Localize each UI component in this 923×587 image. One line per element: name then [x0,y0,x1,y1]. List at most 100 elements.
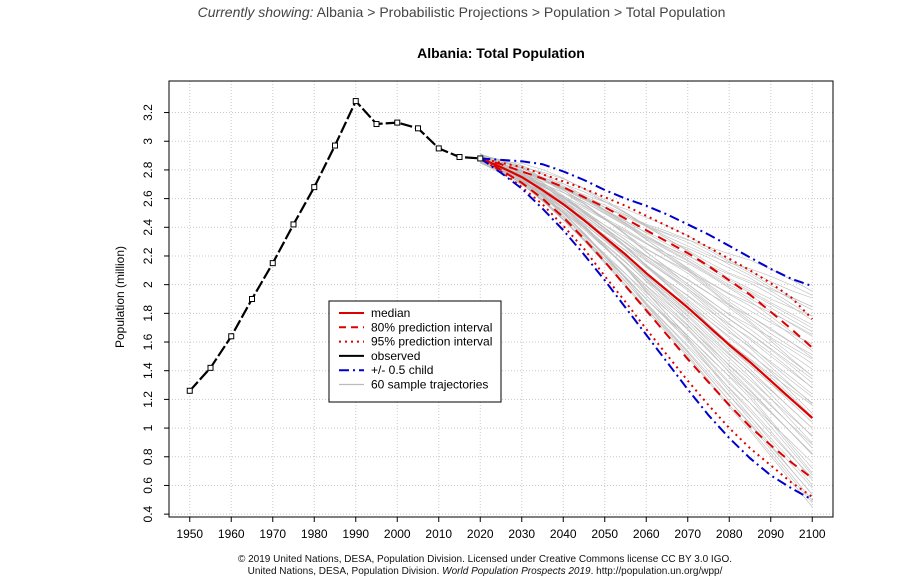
y-tick-label: 1 [141,424,155,431]
observed-series [186,98,484,394]
legend-label: +/- 0.5 child [371,363,433,377]
plot-frame [168,80,834,518]
x-tick-label: 2030 [508,527,535,541]
sample-trajectory-line [480,158,813,380]
y-tick-label: 3 [141,138,155,145]
y-tick-label: 0.4 [141,505,155,522]
chart-title: Albania: Total Population [417,45,585,61]
sample-trajectory-line [480,157,813,476]
sample-trajectory-line [480,157,813,377]
observed-point [290,221,297,228]
observed-point [207,364,214,371]
breadcrumb-item-country[interactable]: Albania [316,4,364,20]
series-line-5 [480,157,813,288]
x-tick-label: 2100 [799,527,826,541]
series-line-2 [479,157,813,480]
series-line-1 [480,157,813,349]
sample-trajectory-line [480,162,813,335]
series-line-6 [479,157,813,501]
sample-trajectory-line [480,161,813,406]
legend-label: 80% prediction interval [371,320,492,334]
breadcrumb-item-indicator[interactable]: Population [543,4,611,20]
x-tick-label: 2040 [550,527,577,541]
y-axis-label: Population (million) [113,246,127,348]
x-tick-label: 1960 [218,527,245,541]
observed-point [352,98,359,105]
y-tick-label: 1.6 [141,333,155,350]
breadcrumb-lead: Currently showing: [197,4,314,20]
legend-label: median [371,306,410,320]
sample-trajectory-line [480,154,813,311]
footer: © 2019 United Nations, DESA, Population … [0,554,923,578]
series-line-0 [479,157,814,419]
observed-point [269,260,276,267]
observed-point [186,387,193,394]
y-tick-label: 1.4 [141,362,155,379]
observed-point [415,125,421,132]
observed-point [435,145,442,152]
sample-trajectory-line [480,158,813,445]
observed-point [249,296,255,302]
breadcrumb-item-projections[interactable]: Probabilistic Projections [379,4,528,20]
breadcrumb-item-variable[interactable]: Total Population [625,4,726,20]
y-tick-label: 2 [141,281,155,288]
footer-publication-title: World Population Prospects 2019 [442,566,591,577]
breadcrumb: Currently showing: Albania > Probabilist… [0,4,923,20]
sample-trajectory-line [480,157,813,352]
x-tick-label: 1970 [259,527,286,541]
observed-point [373,121,380,128]
footer-copyright: © 2019 United Nations, DESA, Population … [237,554,733,565]
observed-point [228,333,235,340]
x-tick-label: 1950 [176,527,203,541]
observed-point [456,154,463,161]
series-lines [479,157,814,501]
legend-box [328,300,502,403]
breadcrumb-separator: > [610,4,626,20]
x-tick-label: 1990 [342,527,369,541]
population-chart: Albania: Total Population Population (mi… [113,45,834,541]
sample-trajectory-line [480,156,813,414]
y-tick-label: 0.8 [141,448,155,465]
sample-trajectory-line [480,160,813,389]
legend-label: observed [371,349,420,363]
observed-point [332,142,338,149]
x-tick-label: 2010 [425,527,452,541]
legend-label: 60 sample trajectories [371,378,488,392]
breadcrumb-separator: > [527,4,544,20]
observed-point [477,155,484,162]
x-tick-label: 2090 [757,527,784,541]
y-tick-label: 0.6 [141,477,155,494]
footer-citation-url[interactable]: . http://population.un.org/wpp/ [590,566,723,577]
y-tick-label: 1.2 [141,391,155,408]
y-tick-label: 2.6 [141,190,155,207]
footer-citation-prefix: United Nations, DESA, Population Divisio… [247,566,440,577]
sample-trajectory-line [480,157,813,501]
y-tick-label: 1.8 [141,305,155,322]
x-axis: 1950 1960 1970 1980 1990 2000 2010 2020 2030 2040… [176,517,826,541]
sample-trajectory-line [480,157,813,326]
sample-trajectory-line [480,156,813,360]
observed-point [311,184,318,191]
sample-trajectory-line [480,162,813,456]
breadcrumb-separator: > [363,4,380,20]
sample-trajectory-line [480,157,813,454]
y-tick-label: 2.4 [141,219,155,236]
series-line-3 [480,157,814,320]
footer-citation: United Nations, DESA, Population Divisio… [0,566,923,578]
x-tick-label: 2070 [674,527,701,541]
y-tick-label: 2.2 [141,247,155,264]
gridlines [169,81,833,517]
x-tick-label: 2060 [633,527,660,541]
sample-trajectory-line [480,157,813,388]
sample-trajectory-line [480,162,813,296]
y-axis: 0.4 0.6 0.8 1 1.2 1.4 1.6 1.8 2 2.2 2.4 2.6 2.8 3 3.2 [141,104,169,522]
x-tick-label: 2020 [467,527,494,541]
sample-trajectory-line [480,158,813,292]
x-tick-label: 2050 [591,527,618,541]
sample-trajectory-line [480,155,813,317]
legend-label: 95% prediction interval [371,335,492,349]
y-tick-label: 3.2 [141,104,155,121]
x-tick-label: 2000 [384,527,411,541]
x-tick-label: 2080 [716,527,743,541]
